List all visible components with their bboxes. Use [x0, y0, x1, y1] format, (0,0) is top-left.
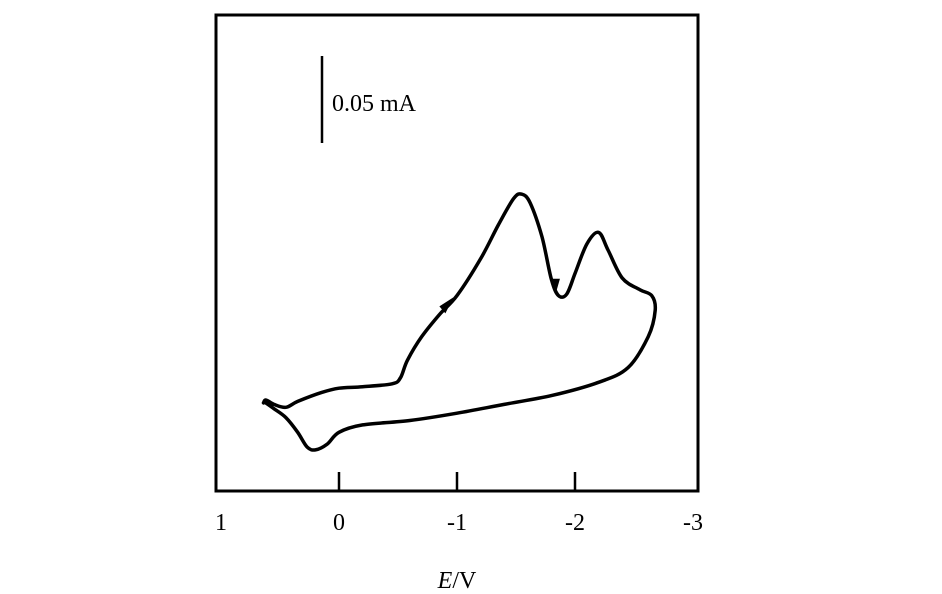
x-tick-label-0: 0: [333, 510, 345, 536]
current-scale-bar: 0.05 mA: [320, 56, 417, 143]
cv-curve-line: [261, 192, 658, 452]
scale-bar-label: 0.05 mA: [332, 91, 417, 117]
x-tick-label--3: -3: [683, 510, 703, 536]
scan-arrow-1: [439, 297, 454, 314]
x-tick-label-1: 1: [215, 510, 227, 536]
x-axis-label-unit: /V: [452, 568, 477, 594]
x-axis-label: E/V: [437, 568, 477, 594]
x-tick-label--2: -2: [565, 510, 585, 536]
x-axis-label-italic: E: [437, 568, 453, 594]
x-axis-ticks: [337, 472, 577, 491]
scan-direction-arrows: [439, 278, 560, 314]
scan-arrow-2: [549, 278, 560, 293]
x-axis-tick-labels: 1 0 -1 -2 -3: [215, 510, 703, 536]
x-tick-label--1: -1: [447, 510, 467, 536]
